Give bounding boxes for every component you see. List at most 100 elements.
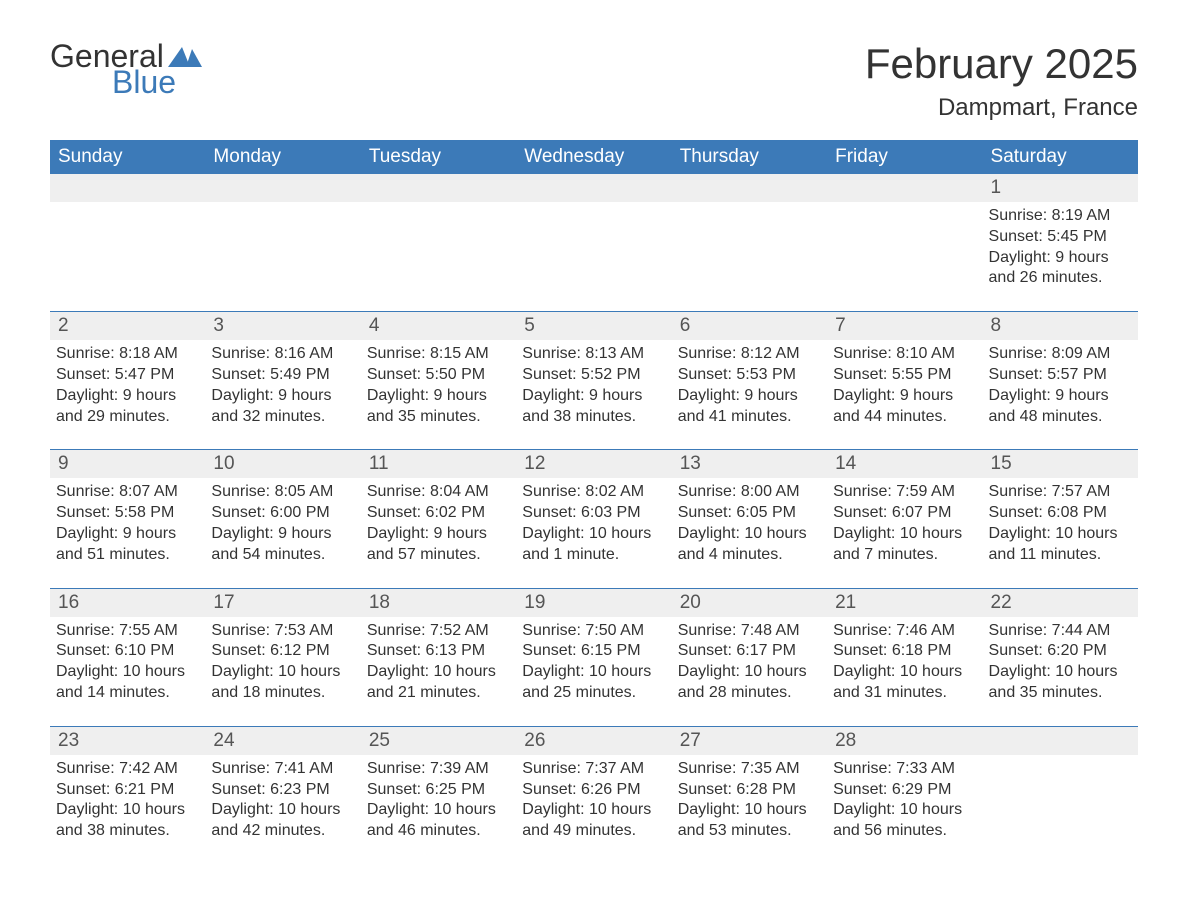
daylight-label: Daylight: <box>56 525 123 542</box>
sunset-value: 6:10 PM <box>115 642 175 659</box>
day-number: 7 <box>827 312 982 340</box>
day-details: Sunrise: 7:50 AMSunset: 6:15 PMDaylight:… <box>522 621 665 704</box>
daylight-label: Daylight: <box>56 663 123 680</box>
day-number-strip <box>205 174 360 202</box>
sunset-value: 6:20 PM <box>1047 642 1107 659</box>
daylight-label: Daylight: <box>211 801 278 818</box>
sunrise-label: Sunrise: <box>989 483 1052 500</box>
page-header: General Blue February 2025 Dampmart, Fra… <box>50 40 1138 122</box>
sunrise-value: 8:09 AM <box>1052 345 1111 362</box>
sunrise-label: Sunrise: <box>989 345 1052 362</box>
sunrise-value: 7:37 AM <box>585 760 644 777</box>
sunset-value: 6:00 PM <box>270 504 330 521</box>
sunrise-value: 7:44 AM <box>1052 622 1111 639</box>
daylight-line: Daylight: 10 hours and 38 minutes. <box>56 800 199 842</box>
day-number: 4 <box>361 312 516 340</box>
day-number: 13 <box>672 450 827 478</box>
logo-text-blue: Blue <box>112 66 202 98</box>
sunset-label: Sunset: <box>833 781 892 798</box>
sunrise-line: Sunrise: 7:52 AM <box>367 621 510 642</box>
sunset-label: Sunset: <box>678 781 737 798</box>
sunset-line: Sunset: 5:50 PM <box>367 365 510 386</box>
sunset-line: Sunset: 6:05 PM <box>678 503 821 524</box>
daylight-label: Daylight: <box>367 387 434 404</box>
sunset-value: 5:49 PM <box>270 366 330 383</box>
day-number: 8 <box>983 312 1138 340</box>
sunset-value: 6:05 PM <box>736 504 796 521</box>
day-number: 15 <box>983 450 1138 478</box>
day-number: 6 <box>672 312 827 340</box>
sunset-label: Sunset: <box>211 781 270 798</box>
sunrise-value: 7:59 AM <box>896 483 955 500</box>
sunrise-label: Sunrise: <box>678 622 741 639</box>
daylight-line: Daylight: 9 hours and 38 minutes. <box>522 386 665 428</box>
day-number: 20 <box>672 589 827 617</box>
week-row: 9Sunrise: 8:07 AMSunset: 5:58 PMDaylight… <box>50 450 1138 588</box>
daylight-label: Daylight: <box>678 387 745 404</box>
daylight-label: Daylight: <box>989 525 1056 542</box>
day-number: 12 <box>516 450 671 478</box>
sunrise-value: 7:41 AM <box>275 760 334 777</box>
sunrise-label: Sunrise: <box>367 483 430 500</box>
day-details: Sunrise: 8:10 AMSunset: 5:55 PMDaylight:… <box>833 344 976 427</box>
sunset-line: Sunset: 5:47 PM <box>56 365 199 386</box>
sunrise-value: 8:15 AM <box>430 345 489 362</box>
day-number: 24 <box>205 727 360 755</box>
sunset-label: Sunset: <box>522 781 581 798</box>
sunset-value: 6:12 PM <box>270 642 330 659</box>
sunrise-line: Sunrise: 8:05 AM <box>211 482 354 503</box>
daylight-line: Daylight: 9 hours and 48 minutes. <box>989 386 1132 428</box>
logo-swoosh-icon <box>168 47 202 67</box>
day-number: 16 <box>50 589 205 617</box>
day-cell: 1Sunrise: 8:19 AMSunset: 5:45 PMDaylight… <box>983 174 1138 312</box>
sunrise-line: Sunrise: 7:44 AM <box>989 621 1132 642</box>
sunrise-line: Sunrise: 7:50 AM <box>522 621 665 642</box>
weekday-header: Monday <box>205 140 360 174</box>
sunrise-label: Sunrise: <box>833 345 896 362</box>
sunrise-label: Sunrise: <box>367 760 430 777</box>
day-cell: 13Sunrise: 8:00 AMSunset: 6:05 PMDayligh… <box>672 450 827 588</box>
sunset-label: Sunset: <box>367 366 426 383</box>
logo: General Blue <box>50 40 202 98</box>
daylight-line: Daylight: 10 hours and 56 minutes. <box>833 800 976 842</box>
day-details: Sunrise: 7:57 AMSunset: 6:08 PMDaylight:… <box>989 482 1132 565</box>
sunset-line: Sunset: 5:55 PM <box>833 365 976 386</box>
day-cell-blank <box>827 174 982 312</box>
day-cell: 26Sunrise: 7:37 AMSunset: 6:26 PMDayligh… <box>516 726 671 864</box>
sunset-label: Sunset: <box>367 642 426 659</box>
daylight-label: Daylight: <box>678 525 745 542</box>
month-title: February 2025 <box>865 40 1138 88</box>
sunset-label: Sunset: <box>678 504 737 521</box>
sunset-label: Sunset: <box>522 642 581 659</box>
sunrise-line: Sunrise: 7:41 AM <box>211 759 354 780</box>
day-cell: 25Sunrise: 7:39 AMSunset: 6:25 PMDayligh… <box>361 726 516 864</box>
daylight-line: Daylight: 10 hours and 21 minutes. <box>367 662 510 704</box>
sunset-line: Sunset: 6:18 PM <box>833 641 976 662</box>
daylight-line: Daylight: 10 hours and 25 minutes. <box>522 662 665 704</box>
day-cell: 17Sunrise: 7:53 AMSunset: 6:12 PMDayligh… <box>205 588 360 726</box>
day-number: 23 <box>50 727 205 755</box>
day-number: 21 <box>827 589 982 617</box>
daylight-line: Daylight: 9 hours and 35 minutes. <box>367 386 510 428</box>
day-details: Sunrise: 8:13 AMSunset: 5:52 PMDaylight:… <box>522 344 665 427</box>
sunset-label: Sunset: <box>989 228 1048 245</box>
daylight-line: Daylight: 10 hours and 11 minutes. <box>989 524 1132 566</box>
day-details: Sunrise: 7:41 AMSunset: 6:23 PMDaylight:… <box>211 759 354 842</box>
sunrise-label: Sunrise: <box>56 345 119 362</box>
day-details: Sunrise: 8:19 AMSunset: 5:45 PMDaylight:… <box>989 206 1132 289</box>
day-details: Sunrise: 7:42 AMSunset: 6:21 PMDaylight:… <box>56 759 199 842</box>
sunset-value: 6:28 PM <box>736 781 796 798</box>
day-details: Sunrise: 8:00 AMSunset: 6:05 PMDaylight:… <box>678 482 821 565</box>
day-cell: 27Sunrise: 7:35 AMSunset: 6:28 PMDayligh… <box>672 726 827 864</box>
sunrise-label: Sunrise: <box>522 483 585 500</box>
sunrise-line: Sunrise: 7:57 AM <box>989 482 1132 503</box>
day-number: 19 <box>516 589 671 617</box>
daylight-line: Daylight: 9 hours and 26 minutes. <box>989 248 1132 290</box>
sunset-value: 6:07 PM <box>892 504 952 521</box>
day-cell-blank <box>672 174 827 312</box>
day-cell: 4Sunrise: 8:15 AMSunset: 5:50 PMDaylight… <box>361 312 516 450</box>
daylight-line: Daylight: 10 hours and 1 minute. <box>522 524 665 566</box>
daylight-label: Daylight: <box>367 525 434 542</box>
sunrise-label: Sunrise: <box>56 622 119 639</box>
sunrise-value: 7:57 AM <box>1052 483 1111 500</box>
